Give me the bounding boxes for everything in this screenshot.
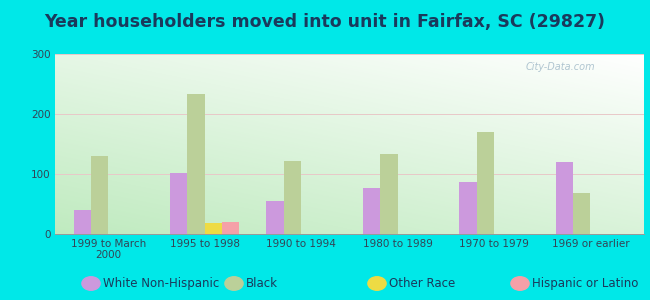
Bar: [460, 182, 476, 234]
Bar: [380, 154, 398, 234]
Text: Other Race: Other Race: [389, 277, 455, 290]
Bar: [73, 210, 91, 234]
Text: Year householders moved into unit in Fairfax, SC (29827): Year householders moved into unit in Fai…: [44, 14, 606, 32]
Text: City-Data.com: City-Data.com: [525, 62, 595, 72]
Bar: [556, 162, 573, 234]
Bar: [284, 161, 301, 234]
Bar: [205, 223, 222, 234]
Bar: [363, 188, 380, 234]
Text: Black: Black: [246, 277, 278, 290]
Bar: [187, 94, 205, 234]
Bar: [170, 173, 187, 234]
Bar: [91, 156, 109, 234]
Bar: [573, 193, 590, 234]
Bar: [266, 201, 284, 234]
Text: Hispanic or Latino: Hispanic or Latino: [532, 277, 638, 290]
Bar: [476, 132, 494, 234]
Bar: [222, 222, 239, 234]
Text: White Non-Hispanic: White Non-Hispanic: [103, 277, 219, 290]
